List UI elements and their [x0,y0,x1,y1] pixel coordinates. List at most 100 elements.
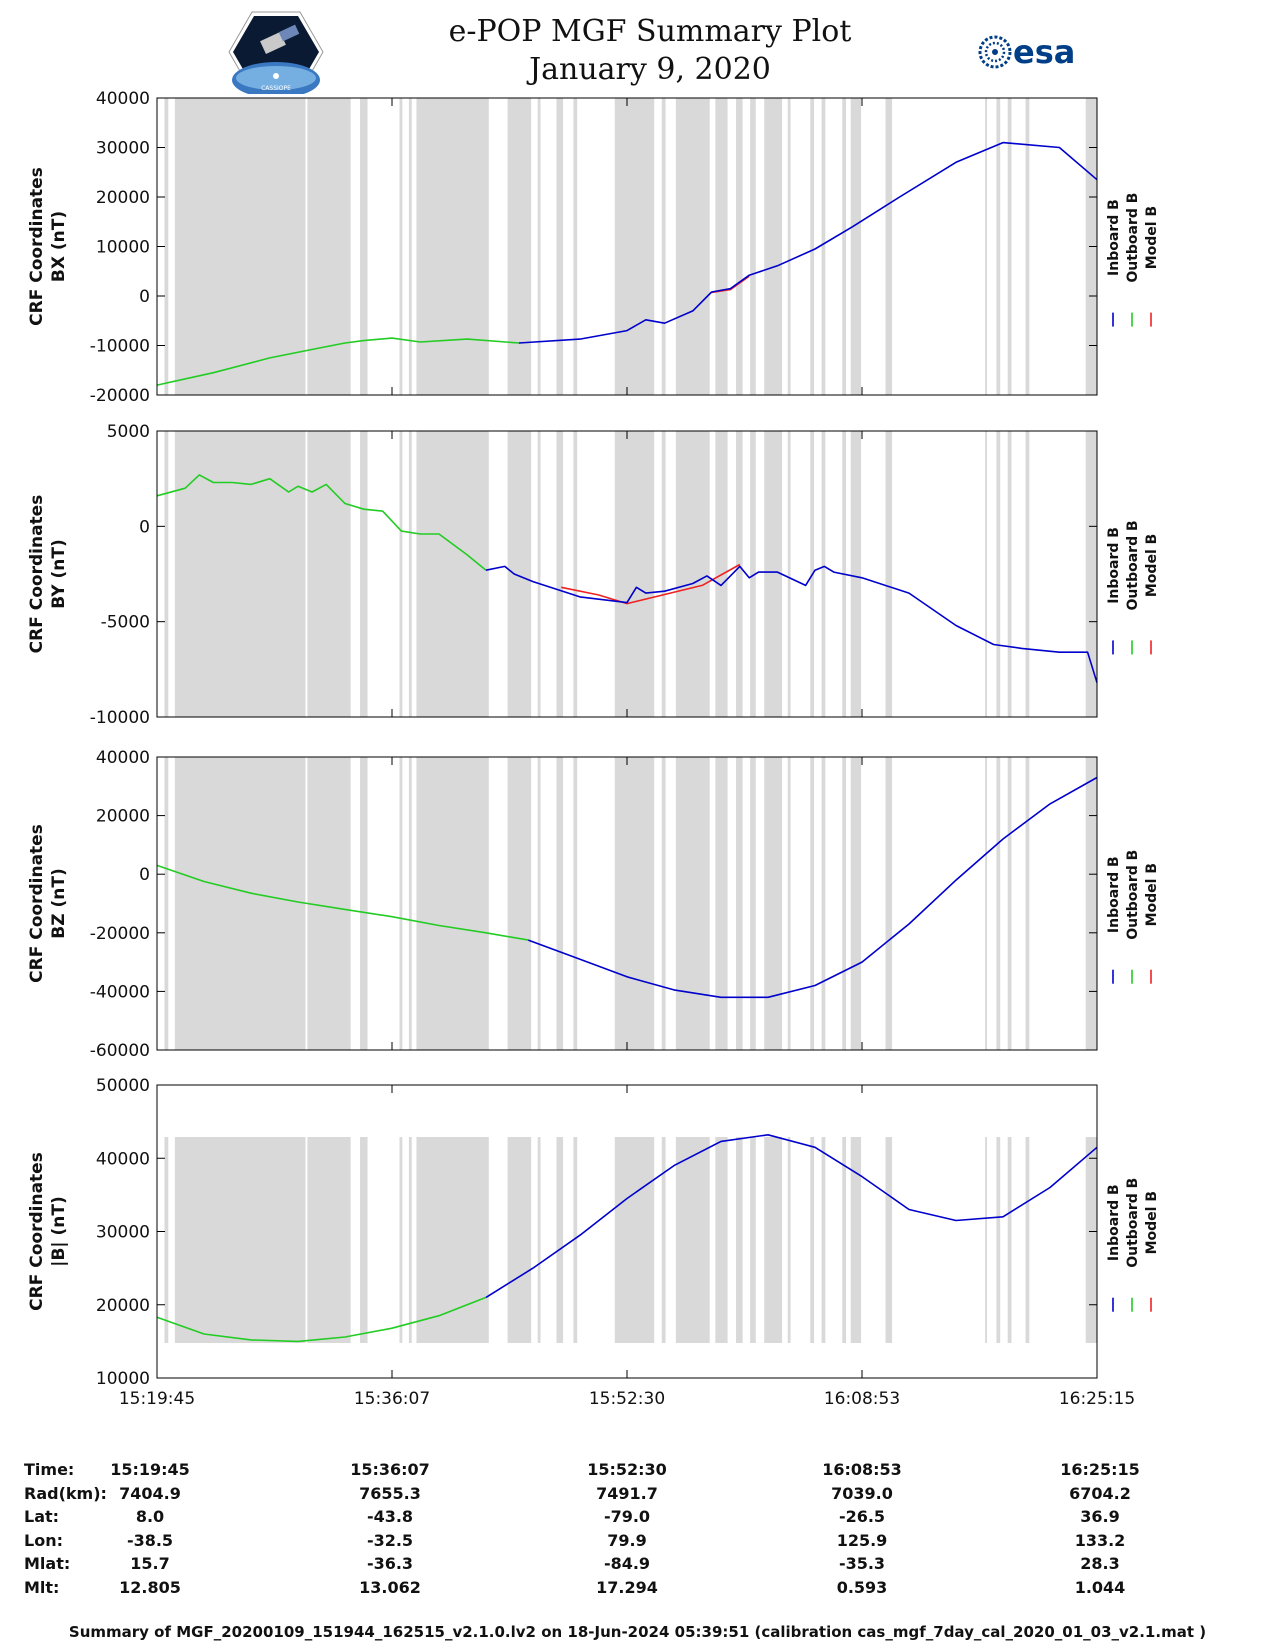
chart-panel-bz: 40000 20000 0 -20000 -40000 -60000 CRF Coordin… [27,748,1160,1061]
legend: Inboard B Outboard B Model B [1106,520,1160,655]
data-gap-band [1025,431,1030,717]
y-tick-label: 40000 [96,89,150,109]
y-tick-label: -20000 [90,386,150,406]
data-gap-band [787,98,791,395]
axes-frame [156,97,1098,396]
legend-label: Model B [1144,206,1160,269]
legend: Inboard B Outboard B Model B [1106,850,1160,984]
data-gap-band [307,431,351,717]
data-gap-band [842,98,847,395]
y-tick-label: 5000 [107,422,150,442]
data-gap-band [764,431,783,717]
data-gap-band [164,757,169,1050]
data-gap-band [750,1137,756,1343]
orbit-info-value: 17.294 [596,1577,658,1597]
orbit-info-value: 13.062 [359,1577,421,1597]
data-gap-band [408,757,412,1050]
data-gap-band [764,98,783,395]
data-gap-band [573,431,578,717]
data-gap-band [661,431,666,717]
data-gap-band [821,1137,826,1343]
data-gap-band [537,1137,541,1343]
legend-label: Inboard B [1106,856,1122,933]
series-line-inboard-b [485,1134,1098,1299]
series-line-inboard-b [485,565,1098,683]
data-gap-band [1085,757,1097,1050]
legend-label: Outboard B [1125,193,1141,283]
y-tick-label: 40000 [96,748,150,768]
data-gap-band [416,431,489,717]
orbit-info-row: Rad(km): 7404.9 7655.3 7491.7 7039.0 6704.2 [0,1484,1275,1506]
legend-label: Outboard B [1125,1178,1141,1268]
data-gap-band [675,1137,710,1343]
data-gap-band [736,757,743,1050]
orbit-info-row: Time: 15:19:45 15:36:07 15:52:30 16:08:53 16:… [0,1460,1275,1482]
data-gap-band [787,1137,791,1343]
data-gap-band [715,1137,728,1343]
orbit-info-value: -43.8 [366,1507,414,1526]
data-gap-band [507,431,532,717]
chart-panel-bmag: 50000 40000 30000 20000 10000 CRF Coordinates… [27,1076,1160,1389]
orbit-info-value: 133.2 [1074,1530,1126,1550]
orbit-info-value: 36.9 [1080,1507,1120,1526]
data-gap-band [556,431,564,717]
orbit-info-value: 8.0 [135,1507,165,1526]
series-line-outboard-b [156,1296,487,1343]
orbit-info-value: 7404.9 [119,1483,181,1503]
data-gap-band [996,431,1001,717]
data-gap-band [675,98,710,395]
orbit-info-row: Lon: -38.5 -32.5 79.9 125.9 133.2 [0,1531,1275,1553]
data-gap-band [661,1137,666,1343]
epop-logo-text: CASSIOPE [261,85,291,92]
axes-frame [156,430,1098,718]
y-axis-label: CRF Coordinates [27,167,47,326]
y-tick-label: 30000 [96,1223,150,1243]
data-gap-band [360,757,368,1050]
data-gap-band [736,1137,743,1343]
data-gap-band [850,431,862,717]
series-line-outboard-b [156,474,487,571]
orbit-info-value: -79.0 [603,1507,651,1526]
data-gap-band [661,98,666,395]
data-gap-band [764,1137,783,1343]
legend-label: Outboard B [1125,520,1141,610]
series-line-model-b [561,563,741,605]
data-gap-band [885,431,893,717]
orbit-info-row: Lat: 8.0 -43.8 -79.0 -26.5 36.9 [0,1507,1275,1529]
orbit-info-value: 15.7 [130,1554,170,1573]
data-gap-band [408,1137,412,1343]
data-gap-band [1007,98,1012,395]
chart-panel-by: 5000 0 -5000 -10000 CRF Coordinates BY (nT) In… [27,422,1160,728]
data-gap-band [416,98,489,395]
data-gap-band [556,1137,564,1343]
y-tick-label: -40000 [90,982,150,1002]
orbit-info-label: Time: [24,1460,75,1479]
data-gap-band [787,431,791,717]
x-tick-label: 16:08:53 [824,1389,900,1409]
data-gap-band [996,98,1001,395]
y-axis-label: BY (nT) [49,539,69,609]
data-gap-band [507,98,532,395]
legend: Inboard B Outboard B Model B [1106,1178,1160,1312]
data-gap-band [416,1137,489,1343]
y-axis-label: CRF Coordinates [27,495,47,654]
data-gap-band [715,98,728,395]
data-gap-band [537,431,541,717]
orbit-info-value: 15:19:45 [110,1460,190,1479]
orbit-info-value: 16:08:53 [822,1460,902,1479]
data-gap-band [174,757,306,1050]
y-axis-label: BZ (nT) [49,868,69,938]
data-gap-band [537,98,541,395]
y-axis-label: |B| (nT) [49,1196,69,1267]
data-gap-band [360,431,368,717]
y-axis-label: BX (nT) [49,211,69,282]
y-tick-label: 20000 [96,1296,150,1316]
orbit-info-value: 125.9 [836,1530,888,1550]
legend-label: Model B [1144,1191,1160,1254]
data-gap-band [1007,1137,1012,1343]
data-gap-band [750,431,756,717]
data-gap-band [821,98,826,395]
y-tick-label: 0 [139,287,150,307]
data-gap-band [1085,1137,1097,1343]
legend-label: Model B [1144,534,1160,597]
